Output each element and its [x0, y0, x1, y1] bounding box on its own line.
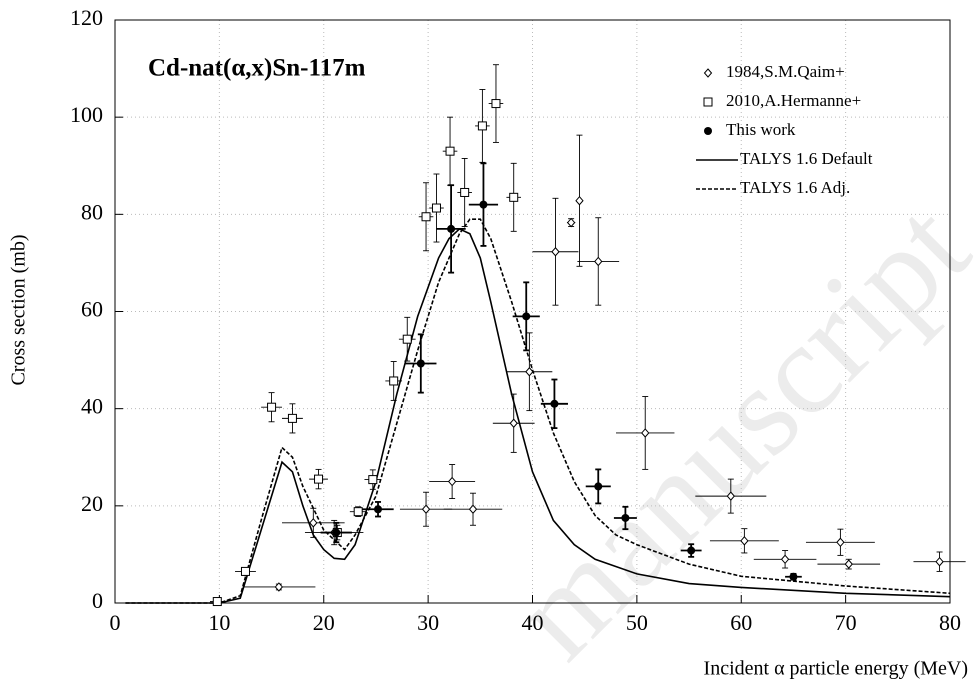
data-point — [309, 518, 318, 528]
data-point — [594, 256, 603, 267]
data-point — [368, 475, 378, 485]
data-point — [726, 491, 735, 501]
legend-marker — [703, 68, 713, 78]
data-point — [416, 359, 425, 368]
data-point — [621, 513, 630, 522]
talys-line — [125, 218, 951, 604]
y-axis-label: Cross section (mb) — [8, 234, 30, 385]
data-point — [332, 528, 341, 537]
data-point — [479, 200, 488, 209]
y-tick-label: 40 — [81, 394, 103, 419]
data-point — [491, 99, 501, 109]
data-point — [687, 546, 696, 555]
talys-line — [125, 227, 951, 604]
data-point — [522, 312, 531, 321]
data-point — [240, 566, 250, 576]
data-point — [525, 366, 534, 377]
y-tick-label: 0 — [92, 588, 103, 613]
x-tick-label: 20 — [313, 610, 335, 635]
data-point — [575, 195, 584, 206]
data-point — [780, 554, 790, 565]
data-point — [447, 224, 456, 233]
data-point — [421, 504, 431, 514]
data-point — [551, 246, 560, 257]
x-tick-label: 70 — [835, 610, 857, 635]
legend-label: 2010,A.Hermanne+ — [726, 91, 861, 110]
data-point — [468, 504, 478, 514]
data-point — [447, 476, 457, 487]
y-tick-label: 100 — [70, 102, 103, 127]
y-tick-label: 120 — [70, 5, 103, 30]
data-point — [267, 402, 277, 412]
legend-label: 1984,S.M.Qaim+ — [726, 62, 845, 81]
data-point — [389, 376, 399, 386]
data-point — [935, 556, 944, 567]
x-tick-label: 80 — [939, 610, 961, 635]
data-point — [431, 203, 441, 213]
x-axis-label: Incident α particle energy (MeV) — [704, 658, 968, 680]
data-point — [477, 121, 487, 131]
plot-frame — [114, 19, 951, 604]
x-tick-label: 30 — [417, 610, 439, 635]
y-tick-label: 20 — [81, 491, 103, 516]
data-point — [402, 334, 412, 344]
x-tick-label: 0 — [110, 610, 121, 635]
data-point — [844, 559, 853, 569]
data-point — [274, 582, 284, 592]
data-point — [740, 536, 749, 546]
chart-title: Cd-nat(α,x)Sn-117m — [148, 55, 366, 82]
x-tick-label: 60 — [730, 610, 752, 635]
data-point — [445, 146, 455, 156]
legend-marker — [704, 127, 712, 135]
legend-label: TALYS 1.6 Default — [740, 149, 873, 168]
y-tick-label: 80 — [81, 199, 103, 224]
legend-label: TALYS 1.6 Adj. — [740, 178, 850, 197]
x-tick-label: 10 — [208, 610, 230, 635]
data-point — [287, 413, 297, 423]
data-point — [374, 505, 383, 514]
data-point — [566, 217, 576, 228]
data-point — [836, 537, 845, 548]
data-point — [550, 399, 559, 408]
data-point — [594, 482, 603, 491]
x-tick-label: 50 — [626, 610, 648, 635]
data-point — [421, 212, 431, 222]
data-point — [460, 187, 470, 197]
data-point — [509, 418, 518, 429]
data-point — [509, 192, 519, 202]
data-point — [314, 474, 324, 484]
x-tick-label: 40 — [522, 610, 544, 635]
data-point — [353, 507, 363, 517]
data-point — [212, 597, 222, 607]
legend-label: This work — [726, 120, 796, 139]
data-point — [641, 428, 650, 438]
data-point — [789, 572, 798, 581]
y-tick-label: 60 — [81, 297, 103, 322]
legend-marker — [703, 97, 713, 107]
